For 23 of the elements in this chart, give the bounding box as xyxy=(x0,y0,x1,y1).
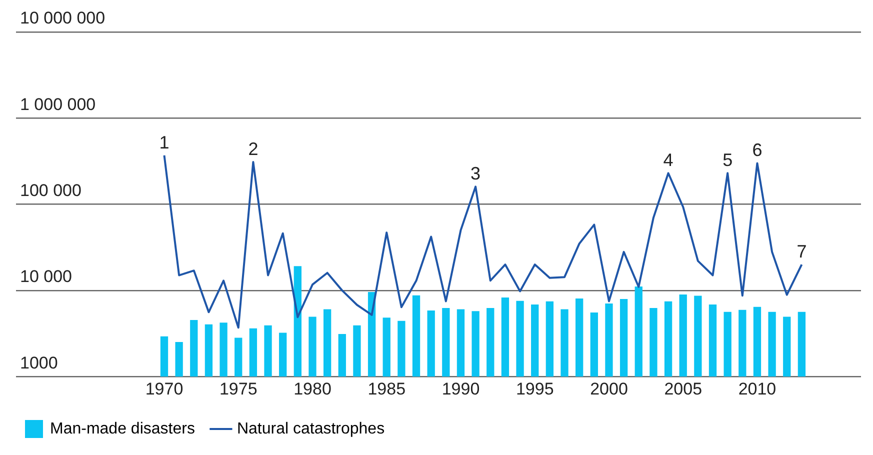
x-tick-label: 1985 xyxy=(368,379,406,398)
legend-label: Man-made disasters xyxy=(50,420,195,438)
annotation: 7 xyxy=(796,241,807,262)
y-tick-label: 10 000 xyxy=(20,267,72,286)
annotation: 1 xyxy=(159,132,170,152)
annotation: 5 xyxy=(722,150,733,170)
annotation: 2 xyxy=(248,138,258,159)
y-tick-label: 10 000 000 xyxy=(20,8,106,28)
x-tick-label: 2010 xyxy=(738,379,776,398)
y-tick-label: 100 000 xyxy=(20,180,82,200)
annotation: 3 xyxy=(470,164,481,184)
x-tick-label: 1980 xyxy=(294,379,332,398)
annotation: 4 xyxy=(663,150,674,170)
legend-label: Natural catastrophes xyxy=(236,420,385,438)
y-tick-label: 1 000 000 xyxy=(20,94,96,114)
x-tick-label: 2005 xyxy=(664,379,702,398)
y-tick-label: 1000 xyxy=(20,353,58,372)
x-tick-label: 1970 xyxy=(145,379,184,398)
x-tick-label: 2000 xyxy=(590,379,628,398)
x-tick-label: 1995 xyxy=(516,379,554,398)
x-tick-label: 1990 xyxy=(442,379,480,398)
x-tick-label: 1975 xyxy=(219,379,258,398)
annotation: 6 xyxy=(752,140,762,160)
